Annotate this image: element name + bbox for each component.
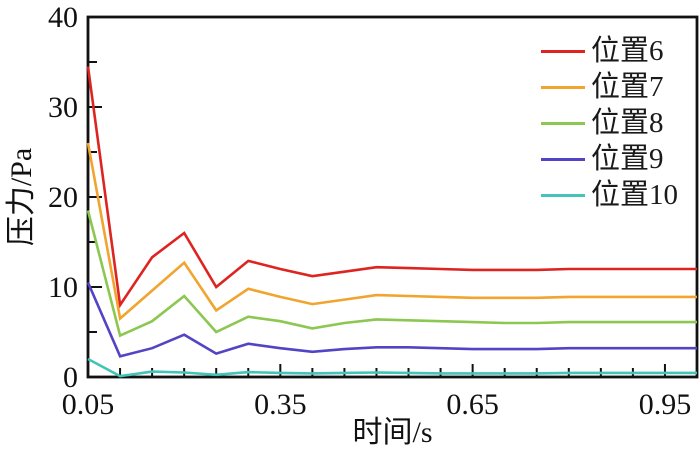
legend-item: 位置9 (541, 141, 678, 177)
legend-label: 位置8 (591, 106, 664, 139)
legend-label: 位置6 (591, 34, 664, 67)
series-line-位置9 (86, 281, 697, 358)
y-tick-label: 0 (63, 361, 78, 394)
y-tick-label: 30 (48, 91, 78, 124)
series-line-位置6 (86, 66, 697, 309)
legend-item: 位置6 (541, 33, 678, 69)
y-axis-title: 压力/Pa (5, 147, 38, 247)
legend-line-swatch (541, 49, 585, 53)
legend-item: 位置7 (541, 69, 678, 105)
legend-line-swatch (541, 193, 585, 197)
legend-label: 位置10 (591, 178, 679, 211)
series-line-位置10 (87, 357, 697, 378)
plot-frame (86, 15, 699, 379)
x-tick-label: 0.35 (254, 388, 307, 421)
x-tick-label: 0.65 (446, 388, 499, 421)
series-line-位置7 (86, 142, 697, 321)
series-line-位置8 (86, 210, 697, 338)
legend-label: 位置7 (591, 70, 664, 103)
y-tick-label: 10 (48, 271, 78, 304)
x-axis-title: 时间/s (352, 416, 433, 449)
legend-line-swatch (541, 157, 585, 161)
legend: 位置6 位置7 位置8 位置9 位置10 (541, 33, 678, 213)
legend-item: 位置8 (541, 105, 678, 141)
legend-line-swatch (541, 85, 585, 89)
legend-label: 位置9 (591, 142, 664, 175)
x-tick-label: 0.95 (639, 388, 692, 421)
x-tick-label: 0.05 (62, 388, 115, 421)
y-tick-label: 40 (48, 1, 78, 34)
legend-item: 位置10 (541, 177, 678, 213)
legend-line-swatch (541, 121, 585, 125)
y-tick-label: 20 (48, 181, 78, 214)
